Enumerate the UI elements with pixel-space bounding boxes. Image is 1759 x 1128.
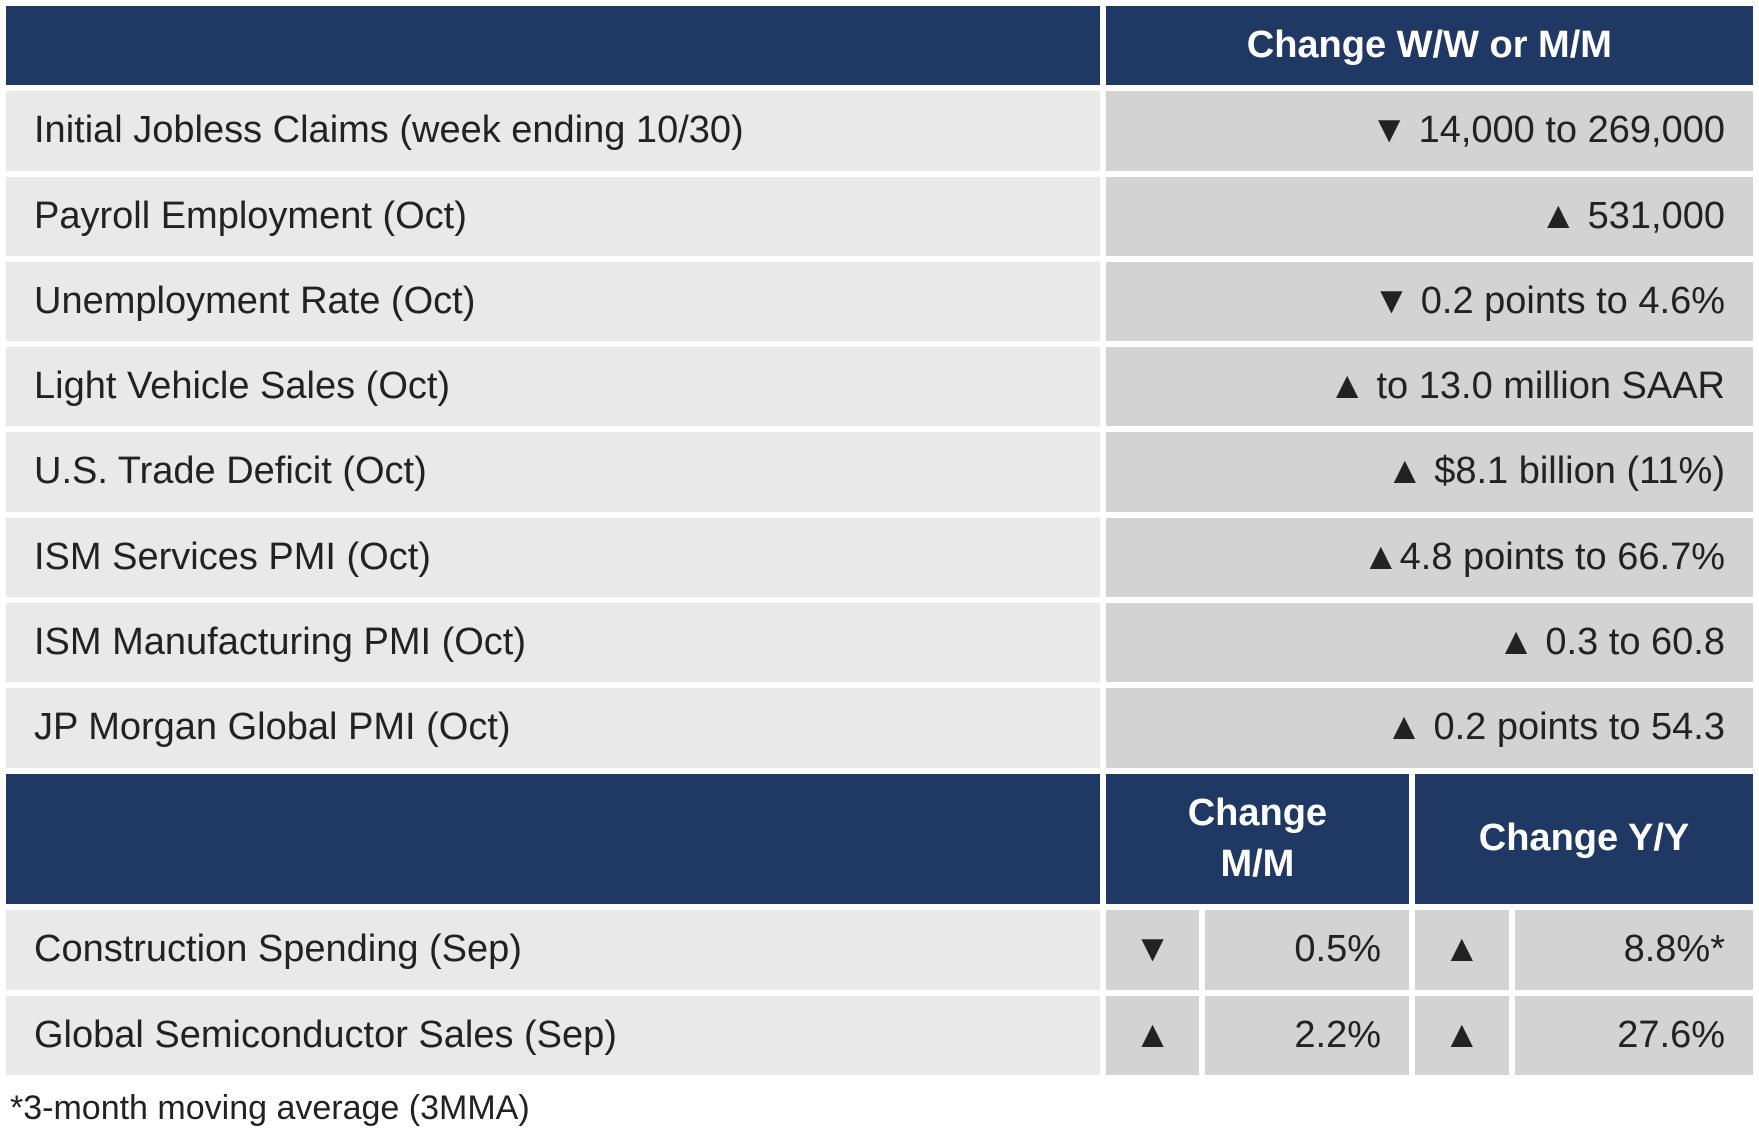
yy-arrow: ▲ (1415, 910, 1509, 989)
table-row: U.S. Trade Deficit (Oct)▲ $8.1 billion (… (6, 432, 1753, 511)
indicator-label: JP Morgan Global PMI (Oct) (6, 688, 1100, 767)
yy-value: 27.6% (1515, 996, 1753, 1075)
indicator-change-value: ▲ 0.3 to 60.8 (1106, 603, 1753, 682)
up-arrow-icon: ▲ (1362, 536, 1400, 578)
mm-value: 2.2% (1205, 996, 1409, 1075)
yy-arrow: ▲ (1415, 996, 1509, 1075)
table-row: JP Morgan Global PMI (Oct)▲ 0.2 points t… (6, 688, 1753, 767)
indicator-change-value: ▲ $8.1 billion (11%) (1106, 432, 1753, 511)
footnote: *3-month moving average (3MMA) (0, 1081, 1759, 1128)
change-text: 0.2 points to 54.3 (1433, 706, 1725, 748)
indicator-change-value: ▼ 0.2 points to 4.6% (1106, 262, 1753, 341)
table-row: ISM Manufacturing PMI (Oct)▲ 0.3 to 60.8 (6, 603, 1753, 682)
mm-value: 0.5% (1205, 910, 1409, 989)
indicator-change-value: ▼ 14,000 to 269,000 (1106, 91, 1753, 170)
section2-header-yy: Change Y/Y (1415, 774, 1753, 905)
change-text: $8.1 billion (11%) (1434, 450, 1725, 492)
section1-header-spacer (6, 6, 1100, 85)
indicator-label: ISM Services PMI (Oct) (6, 518, 1100, 597)
change-text: 14,000 to 269,000 (1419, 109, 1725, 151)
table-row: Construction Spending (Sep) ▼ 0.5% ▲ 8.8%* (6, 910, 1753, 989)
down-arrow-icon: ▼ (1370, 109, 1408, 151)
mm-arrow: ▲ (1106, 996, 1200, 1075)
down-arrow-icon: ▼ (1373, 280, 1411, 322)
table-row: Initial Jobless Claims (week ending 10/3… (6, 91, 1753, 170)
indicator-change-value: ▲ 0.2 points to 54.3 (1106, 688, 1753, 767)
up-arrow-icon: ▲ (1386, 450, 1424, 492)
up-arrow-icon: ▲ (1134, 1014, 1172, 1056)
table-row: Light Vehicle Sales (Oct)▲ to 13.0 milli… (6, 347, 1753, 426)
indicator-label: Light Vehicle Sales (Oct) (6, 347, 1100, 426)
indicator-change-value: ▲4.8 points to 66.7% (1106, 518, 1753, 597)
up-arrow-icon: ▲ (1328, 365, 1366, 407)
up-arrow-icon: ▲ (1443, 928, 1481, 970)
indicator-label: Initial Jobless Claims (week ending 10/3… (6, 91, 1100, 170)
up-arrow-icon: ▲ (1539, 195, 1577, 237)
section2-header-mm: ChangeM/M (1106, 774, 1409, 905)
indicator-label: Construction Spending (Sep) (6, 910, 1100, 989)
table-row: Payroll Employment (Oct)▲ 531,000 (6, 177, 1753, 256)
change-text: 0.3 to 60.8 (1545, 621, 1725, 663)
change-text: 531,000 (1588, 195, 1725, 237)
section1-header: Change W/W or M/M (1106, 6, 1753, 85)
mm-arrow: ▼ (1106, 910, 1200, 989)
section2-header-spacer (6, 774, 1100, 905)
indicator-change-value: ▲ to 13.0 million SAAR (1106, 347, 1753, 426)
change-text: 0.2 points to 4.6% (1421, 280, 1725, 322)
table-row: Global Semiconductor Sales (Sep) ▲ 2.2% ▲ 27… (6, 996, 1753, 1075)
indicator-label: ISM Manufacturing PMI (Oct) (6, 603, 1100, 682)
up-arrow-icon: ▲ (1497, 621, 1535, 663)
down-arrow-icon: ▼ (1134, 928, 1172, 970)
indicator-label: Global Semiconductor Sales (Sep) (6, 996, 1100, 1075)
economic-indicators-table: Change W/W or M/MInitial Jobless Claims … (0, 0, 1759, 1081)
yy-value: 8.8%* (1515, 910, 1753, 989)
change-text: to 13.0 million SAAR (1377, 365, 1726, 407)
up-arrow-icon: ▲ (1443, 1014, 1481, 1056)
up-arrow-icon: ▲ (1385, 706, 1423, 748)
indicator-label: Payroll Employment (Oct) (6, 177, 1100, 256)
indicator-label: Unemployment Rate (Oct) (6, 262, 1100, 341)
indicator-change-value: ▲ 531,000 (1106, 177, 1753, 256)
change-text: 4.8 points to 66.7% (1400, 536, 1725, 578)
table-row: Unemployment Rate (Oct)▼ 0.2 points to 4… (6, 262, 1753, 341)
indicator-label: U.S. Trade Deficit (Oct) (6, 432, 1100, 511)
table-row: ISM Services PMI (Oct)▲4.8 points to 66.… (6, 518, 1753, 597)
